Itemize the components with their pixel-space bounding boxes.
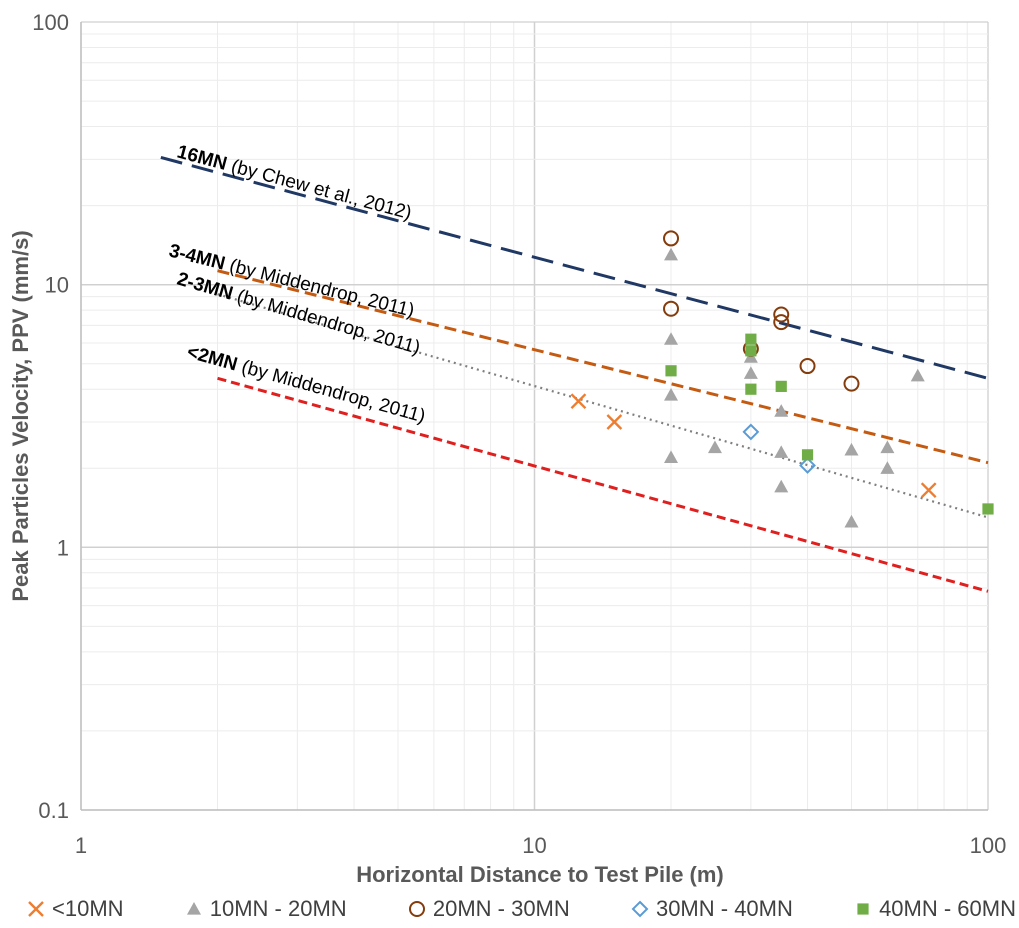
marker-circle bbox=[663, 230, 680, 247]
y-tick-label: 0.1 bbox=[38, 798, 69, 823]
legend-marker bbox=[408, 901, 425, 917]
marker-x bbox=[570, 393, 587, 410]
marker-square bbox=[745, 333, 757, 345]
legend-label: 40MN - 60MN bbox=[879, 896, 1016, 921]
reference-lines bbox=[160, 156, 989, 593]
marker-square bbox=[665, 365, 677, 377]
legend-item: 20MN - 30MN bbox=[407, 896, 570, 922]
marker-circle bbox=[773, 314, 790, 331]
series-points bbox=[664, 247, 925, 528]
marker-circle bbox=[408, 901, 425, 917]
legend-label: <10MN bbox=[52, 896, 124, 921]
marker-triangle bbox=[844, 442, 859, 456]
marker-square bbox=[857, 903, 869, 915]
legend-marker bbox=[28, 901, 44, 917]
y-tick-label: 1 bbox=[57, 535, 69, 560]
legend-label: 30MN - 40MN bbox=[655, 896, 793, 921]
marker-circle bbox=[843, 375, 860, 392]
y-tick-label: 10 bbox=[45, 273, 69, 298]
legend-marker bbox=[857, 903, 869, 915]
legend-label: 10MN - 20MN bbox=[209, 896, 347, 921]
marker-square bbox=[982, 503, 994, 515]
reference-line bbox=[160, 156, 989, 380]
legend-item: <10MN bbox=[26, 896, 124, 922]
marker-triangle bbox=[910, 368, 925, 382]
reference-line bbox=[217, 269, 989, 465]
marker-x bbox=[920, 482, 937, 499]
marker-triangle bbox=[880, 440, 895, 454]
marker-square bbox=[745, 345, 757, 357]
grid-lines bbox=[80, 21, 989, 811]
legend-label: 20MN - 30MN bbox=[432, 896, 570, 921]
marker-x bbox=[28, 901, 44, 917]
marker-square bbox=[775, 380, 787, 392]
data-points bbox=[570, 230, 994, 528]
marker-diamond bbox=[799, 457, 816, 474]
series-points bbox=[665, 333, 994, 515]
x-tick-label: 10 bbox=[522, 833, 546, 858]
y-tick-label: 100 bbox=[32, 10, 69, 35]
marker-triangle bbox=[774, 479, 789, 493]
marker-triangle bbox=[186, 902, 201, 915]
marker-diamond bbox=[631, 900, 649, 918]
series-points bbox=[742, 423, 816, 474]
marker-triangle bbox=[743, 366, 758, 379]
legend-marker bbox=[631, 900, 649, 918]
marker-circle bbox=[773, 306, 790, 323]
x-axis-title: Horizontal Distance to Test Pile (m) bbox=[356, 862, 724, 887]
legend-item: 30MN - 40MN bbox=[630, 896, 793, 922]
marker-circle bbox=[799, 358, 816, 375]
legend-marker bbox=[186, 902, 201, 915]
marker-x bbox=[606, 414, 623, 430]
marker-triangle bbox=[664, 450, 679, 463]
series-points bbox=[663, 230, 860, 392]
legend-item: 10MN - 20MN bbox=[184, 896, 347, 922]
marker-triangle bbox=[664, 247, 679, 261]
reference-line bbox=[217, 293, 989, 519]
reference-line bbox=[217, 376, 989, 593]
marker-triangle bbox=[664, 332, 679, 345]
reference-line-label: 16MN (by Chew et al., 2012) bbox=[175, 142, 414, 225]
y-axis-title: Peak Particles Velocity, PPV (mm/s) bbox=[8, 230, 33, 601]
marker-diamond bbox=[742, 423, 760, 441]
series-points bbox=[570, 393, 937, 499]
marker-triangle bbox=[880, 461, 895, 474]
marker-triangle bbox=[664, 388, 679, 401]
marker-circle bbox=[663, 300, 680, 317]
marker-square bbox=[801, 449, 814, 461]
marker-triangle bbox=[774, 445, 789, 458]
marker-triangle bbox=[844, 514, 859, 528]
legend-item: 40MN - 60MN bbox=[853, 896, 1016, 922]
reference-line-label: <2MN (by Middendrop, 2011) bbox=[185, 342, 428, 428]
legend: <10MN 10MN - 20MN 20MN - 30MN 30MN - 40MN 40… bbox=[26, 893, 1016, 925]
x-tick-label: 100 bbox=[970, 833, 1007, 858]
marker-triangle bbox=[707, 440, 722, 454]
marker-triangle bbox=[774, 404, 789, 417]
x-tick-label: 1 bbox=[75, 833, 87, 858]
marker-square bbox=[745, 383, 757, 395]
